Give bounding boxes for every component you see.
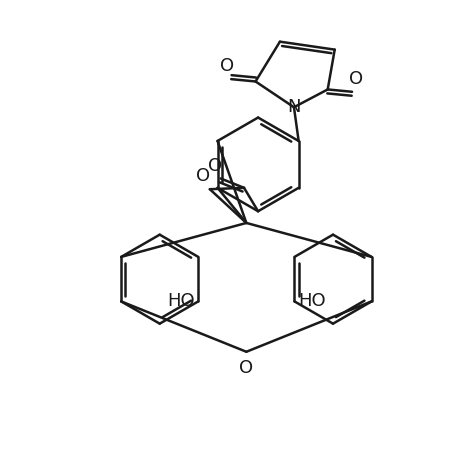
- Text: HO: HO: [167, 292, 194, 310]
- Text: O: O: [220, 57, 235, 75]
- Text: O: O: [239, 359, 254, 377]
- Text: N: N: [287, 98, 301, 116]
- Text: O: O: [196, 166, 210, 184]
- Text: O: O: [208, 157, 222, 175]
- Text: O: O: [349, 70, 363, 88]
- Text: HO: HO: [298, 292, 326, 310]
